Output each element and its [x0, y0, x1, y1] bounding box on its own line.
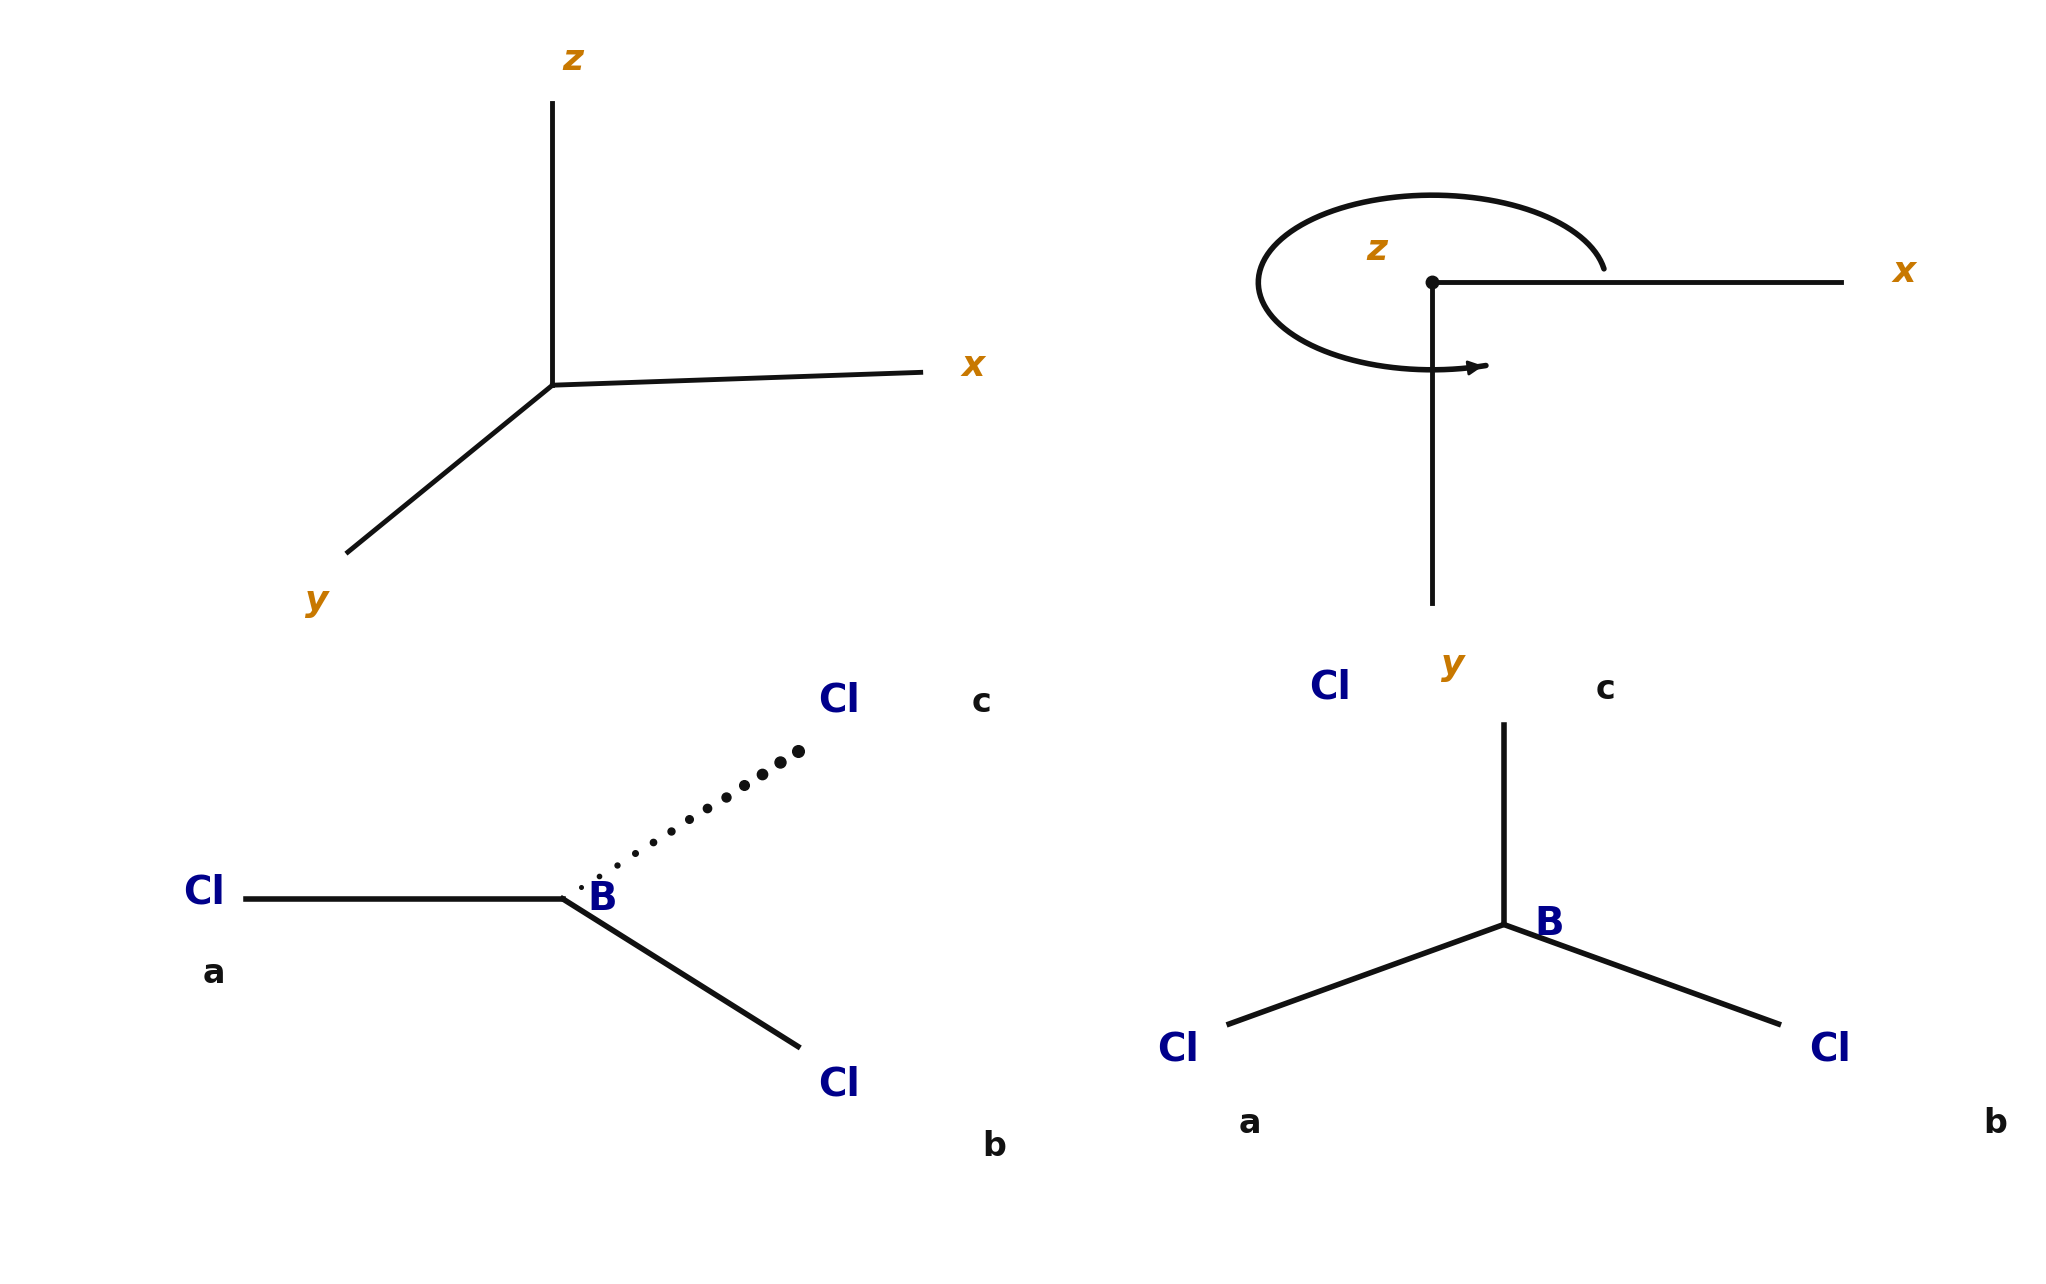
Text: c: c [1596, 673, 1616, 706]
Text: y: y [305, 584, 329, 618]
Text: Cl: Cl [818, 1066, 859, 1104]
Text: Cl: Cl [1809, 1030, 1852, 1068]
Text: a: a [203, 957, 225, 990]
Text: c: c [972, 686, 992, 719]
Text: z: z [1367, 234, 1387, 267]
Text: z: z [563, 44, 583, 77]
Text: B: B [1534, 905, 1563, 944]
Text: b: b [1983, 1107, 2007, 1140]
Text: Cl: Cl [818, 681, 859, 719]
Text: Cl: Cl [1156, 1030, 1199, 1068]
Text: x: x [1893, 256, 1915, 289]
Text: Cl: Cl [1309, 668, 1350, 706]
Text: Cl: Cl [184, 873, 225, 912]
Text: b: b [982, 1130, 1007, 1163]
Text: x: x [962, 349, 984, 383]
Text: y: y [1440, 648, 1465, 682]
Text: B: B [587, 880, 616, 918]
Text: a: a [1238, 1107, 1260, 1140]
